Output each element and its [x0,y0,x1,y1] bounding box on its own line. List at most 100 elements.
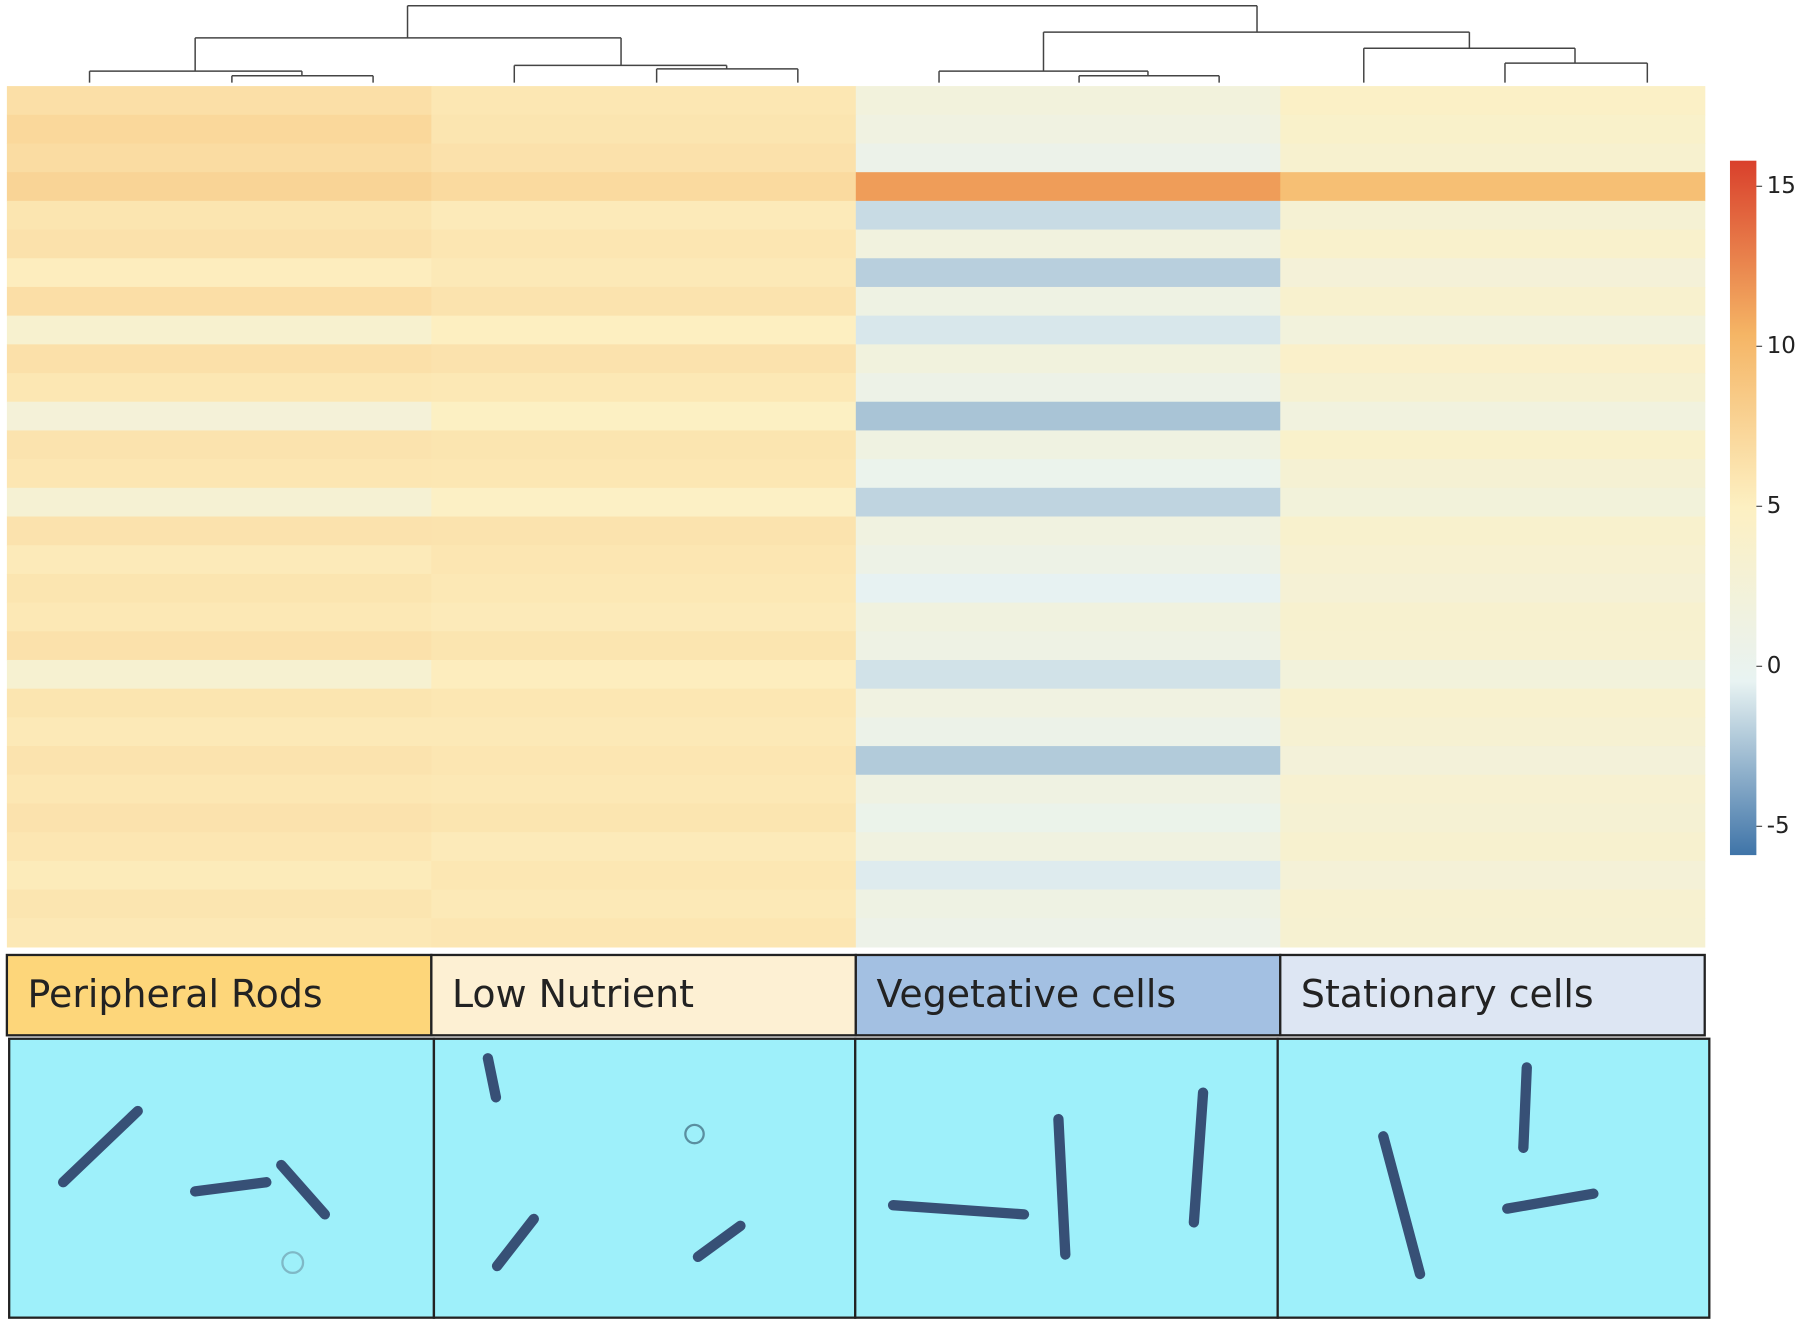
group-box [5,953,433,1037]
heat-cell [855,143,1281,173]
heat-cell [6,430,432,460]
heat-cell [431,373,857,403]
heat-cell [431,344,857,374]
group-label: Low Nutrient [452,972,694,1016]
colorbar-tick-label: 15 [1767,173,1796,199]
heat-cell [6,344,432,374]
heat-cell [431,258,857,288]
heat-cell [6,373,432,403]
heat-cell [6,401,432,431]
heat-cell [431,889,857,919]
heat-cell [431,200,857,231]
heat-cell [855,573,1281,604]
heat-cell [6,200,432,231]
heat-cell [6,688,432,718]
heat-cell [855,344,1281,374]
heat-cell [431,746,857,776]
heat-cell [855,631,1281,661]
group-label: Peripheral Rods [28,972,323,1016]
heat-cell [1280,344,1706,374]
heat-cell [431,286,857,317]
heat-cell [1280,631,1706,661]
heat-cell [431,774,857,805]
colorbar-tick-label: 0 [1767,653,1782,679]
colorbar-tick-label: 5 [1767,493,1782,519]
heat-cell [1280,373,1706,403]
heat-cell [6,286,432,317]
heat-cell [1280,401,1706,431]
heat-cell [6,229,432,259]
heat-cell [431,315,857,345]
heat-cell [855,717,1281,747]
heat-cell [1280,832,1706,862]
heat-cell [1280,459,1706,489]
heat-cell [6,459,432,489]
heat-cell [855,774,1281,805]
heat-cell [431,487,857,518]
heat-cell [1280,172,1706,202]
heat-cell [1280,315,1706,345]
heat-cell [6,143,432,173]
group-label: Stationary cells [1301,972,1594,1016]
heat-cell [855,401,1281,431]
heat-cell [1280,659,1706,690]
heat-cell [431,573,857,604]
heat-cell [431,114,857,145]
heat-cell [431,918,857,948]
heat-cell [1280,286,1706,317]
heat-cell [855,86,1281,116]
heat-cell [1280,487,1706,518]
heat-cell [855,918,1281,948]
heat-cell [855,688,1281,718]
heat-cell [1280,688,1706,718]
heat-cell [855,516,1281,546]
heat-cell [431,401,857,431]
micrograph [1276,1037,1711,1319]
heat-cell [855,430,1281,460]
heat-cell [431,631,857,661]
heat-cell [431,143,857,173]
heat-cell [6,545,432,575]
heat-cell [1280,803,1706,833]
heat-cell [855,487,1281,518]
heat-cell [431,803,857,833]
heat-cell [431,832,857,862]
heat-cell [855,286,1281,317]
heat-cell [855,803,1281,833]
heat-cell [1280,143,1706,173]
heat-cell [1280,889,1706,919]
heat-cell [6,487,432,518]
heat-cell [855,258,1281,288]
heat-cell [431,172,857,202]
heat-cell [431,86,857,116]
colorbar-tick-label: -5 [1767,813,1790,839]
heat-cell [6,746,432,776]
group-labels: Peripheral Rods Low Nutrient Vegetative ce… [5,953,1706,1037]
heat-cell [431,688,857,718]
heat-cell [431,459,857,489]
heat-cell [431,717,857,747]
heat-cell [6,315,432,345]
heat-cell [6,860,432,891]
heat-cell [1280,717,1706,747]
heat-cell [6,86,432,116]
heat-cell [6,258,432,288]
heat-cell [1280,746,1706,776]
heat-cell [431,602,857,632]
colorbar: 15 10 5 0 -5 [1729,160,1796,856]
colorbar-scale [1729,160,1757,856]
heat-cell [855,114,1281,145]
heat-cell [6,659,432,690]
heat-cell [6,516,432,546]
heat-cell [1280,545,1706,575]
heat-cell [1280,258,1706,288]
heat-cell [431,516,857,546]
heat-cell [1280,86,1706,116]
heat-cell [6,889,432,919]
dendrogram [88,4,1649,83]
micrograph [432,1037,857,1319]
heat-cell [1280,573,1706,604]
heat-cell [6,114,432,145]
